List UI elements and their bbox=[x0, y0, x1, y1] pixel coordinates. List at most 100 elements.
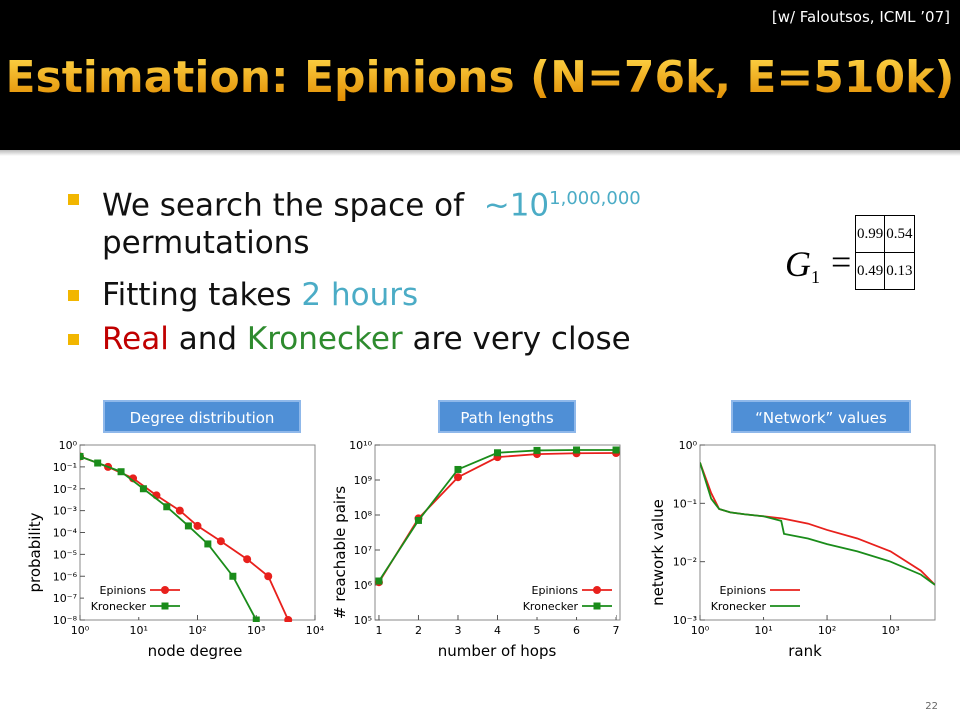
y-tick-label: 10⁻² bbox=[673, 556, 697, 569]
series-line bbox=[700, 462, 935, 586]
point bbox=[184, 522, 192, 530]
point bbox=[175, 506, 184, 515]
x-tick-label: 1 bbox=[375, 624, 382, 637]
equals: = bbox=[831, 242, 852, 282]
y-tick-label: 10⁵ bbox=[354, 614, 372, 627]
cell: 0.99 bbox=[854, 215, 886, 253]
y-tick-label: 10⁰ bbox=[59, 439, 78, 452]
point bbox=[243, 555, 252, 564]
point bbox=[163, 503, 171, 511]
highlight: ~10 bbox=[483, 187, 550, 224]
point bbox=[533, 446, 541, 454]
x-tick-label: 5 bbox=[534, 624, 541, 637]
y-tick-label: 10⁻⁶ bbox=[53, 570, 78, 583]
point bbox=[80, 452, 84, 460]
page-number: 22 bbox=[925, 701, 938, 712]
y-axis-label: network value bbox=[649, 499, 667, 606]
x-tick-label: 6 bbox=[573, 624, 580, 637]
x-tick-label: 2 bbox=[415, 624, 422, 637]
point bbox=[216, 537, 225, 546]
series-group bbox=[80, 452, 293, 622]
legend-marker bbox=[593, 586, 601, 594]
legend-label: Kronecker bbox=[711, 600, 767, 613]
highlight: Real bbox=[102, 321, 169, 357]
header-rule bbox=[0, 150, 960, 156]
legend-box bbox=[516, 579, 616, 617]
chart-badge: Degree distribution bbox=[103, 400, 301, 433]
y-tick-label: 10⁹ bbox=[354, 474, 372, 487]
matrix-name: G bbox=[785, 244, 811, 284]
bullet-text: permutations bbox=[102, 225, 310, 262]
matrix-table: 0.99 0.54 0.49 0.13 bbox=[854, 215, 915, 290]
chart-badge: “Network” values bbox=[731, 400, 911, 433]
x-tick-label: 4 bbox=[494, 624, 501, 637]
series-group bbox=[700, 462, 935, 586]
y-tick-label: 10⁻⁷ bbox=[53, 592, 77, 605]
x-axis-label: rank bbox=[788, 642, 822, 660]
y-tick-label: 10⁻⁴ bbox=[53, 527, 78, 540]
point bbox=[94, 459, 102, 467]
point bbox=[375, 577, 383, 585]
y-tick-label: 10⁻³ bbox=[673, 614, 697, 627]
bullet: We search the space of ~101,000,000 permu… bbox=[68, 180, 641, 262]
x-tick-label: 10⁰ bbox=[71, 624, 90, 637]
x-axis-label: node degree bbox=[148, 642, 243, 660]
bullet: Real and Kronecker are very close bbox=[68, 320, 631, 358]
x-axis-label: number of hops bbox=[438, 642, 557, 660]
legend-label: Kronecker bbox=[523, 600, 579, 613]
superscript: 1,000,000 bbox=[549, 188, 641, 209]
point bbox=[252, 616, 260, 622]
point bbox=[573, 446, 581, 454]
x-tick-label: 10² bbox=[188, 624, 206, 637]
highlight: 2 hours bbox=[301, 277, 419, 313]
legend-marker bbox=[161, 586, 169, 594]
y-tick-label: 10⁰ bbox=[679, 439, 698, 452]
y-axis-label: probability bbox=[26, 512, 44, 592]
legend-marker bbox=[161, 602, 169, 610]
cell: 0.49 bbox=[854, 252, 886, 290]
point bbox=[117, 468, 125, 476]
matrix-subscript: 1 bbox=[811, 267, 820, 287]
y-tick-label: 10⁸ bbox=[354, 509, 373, 522]
y-tick-label: 10⁻² bbox=[53, 483, 77, 496]
point bbox=[139, 485, 147, 493]
y-tick-label: 10⁻¹ bbox=[673, 497, 697, 510]
chart-badge: Path lengths bbox=[438, 400, 576, 433]
point bbox=[284, 616, 293, 622]
x-tick-label: 10³ bbox=[247, 624, 265, 637]
point bbox=[204, 540, 212, 548]
legend-marker bbox=[593, 602, 601, 610]
legend-label: Epinions bbox=[532, 584, 579, 597]
legend-box bbox=[84, 579, 184, 617]
legend-label: Epinions bbox=[100, 584, 147, 597]
y-tick-label: 10⁻⁵ bbox=[53, 548, 77, 561]
legend-box bbox=[704, 579, 804, 617]
bullet: Fitting takes 2 hours bbox=[67, 276, 419, 314]
x-tick-label: 10¹ bbox=[130, 624, 148, 637]
series-group bbox=[375, 446, 620, 587]
x-tick-label: 7 bbox=[613, 624, 620, 637]
y-tick-label: 10⁷ bbox=[354, 544, 372, 557]
point bbox=[454, 465, 462, 473]
x-tick-label: 10⁴ bbox=[306, 624, 325, 637]
y-tick-label: 10⁶ bbox=[354, 579, 373, 592]
x-tick-label: 10¹ bbox=[754, 624, 772, 637]
bullet-text: Fitting takes bbox=[102, 277, 292, 313]
y-tick-label: 10⁻¹ bbox=[53, 461, 77, 474]
legend-label: Kronecker bbox=[91, 600, 147, 613]
point bbox=[494, 449, 501, 457]
x-tick-label: 10⁰ bbox=[691, 624, 710, 637]
point bbox=[453, 473, 462, 482]
point bbox=[414, 516, 422, 524]
citation: [w/ Faloutsos, ICML ’07] bbox=[771, 8, 950, 26]
point bbox=[193, 521, 202, 530]
y-tick-label: 10⁻⁸ bbox=[53, 614, 78, 627]
legend-label: Epinions bbox=[720, 584, 767, 597]
x-tick-label: 3 bbox=[454, 624, 461, 637]
bullet-text: and bbox=[178, 321, 238, 357]
highlight: Kronecker bbox=[246, 321, 403, 357]
point bbox=[264, 572, 273, 581]
bullet-text: We search the space of bbox=[102, 187, 464, 224]
